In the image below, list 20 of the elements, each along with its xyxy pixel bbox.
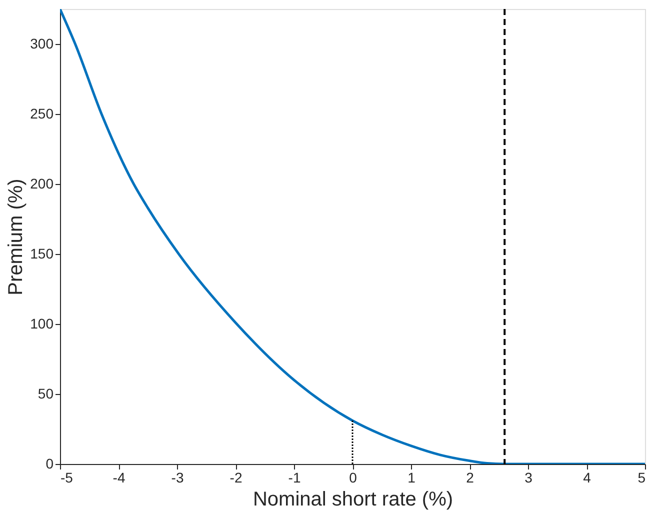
x-tick-label: -3	[171, 470, 184, 486]
x-tick-label: 3	[524, 470, 533, 486]
y-tick-label: 200	[30, 176, 54, 192]
x-axis-title: Nominal short rate (%)	[252, 488, 454, 510]
y-tick-label: 150	[30, 246, 54, 262]
y-tick-label: 100	[30, 316, 54, 332]
y-tick-label: 300	[30, 36, 54, 52]
x-tick-label: 5	[638, 470, 646, 486]
y-tick-label: 50	[38, 386, 54, 402]
x-tick-label: -5	[60, 470, 74, 486]
x-tick-label: 1	[408, 470, 416, 486]
y-tick-label: 250	[30, 106, 54, 122]
x-tick-label: -4	[112, 470, 126, 486]
y-axis-title: Premium (%)	[5, 178, 28, 296]
x-tick-label: 2	[466, 470, 474, 486]
x-tick-label: 0	[349, 470, 358, 486]
x-tick-label: -1	[288, 470, 301, 486]
y-tick-label: 0	[46, 456, 54, 472]
x-tick-label: 4	[583, 470, 592, 486]
x-tick-label: -2	[230, 470, 242, 486]
